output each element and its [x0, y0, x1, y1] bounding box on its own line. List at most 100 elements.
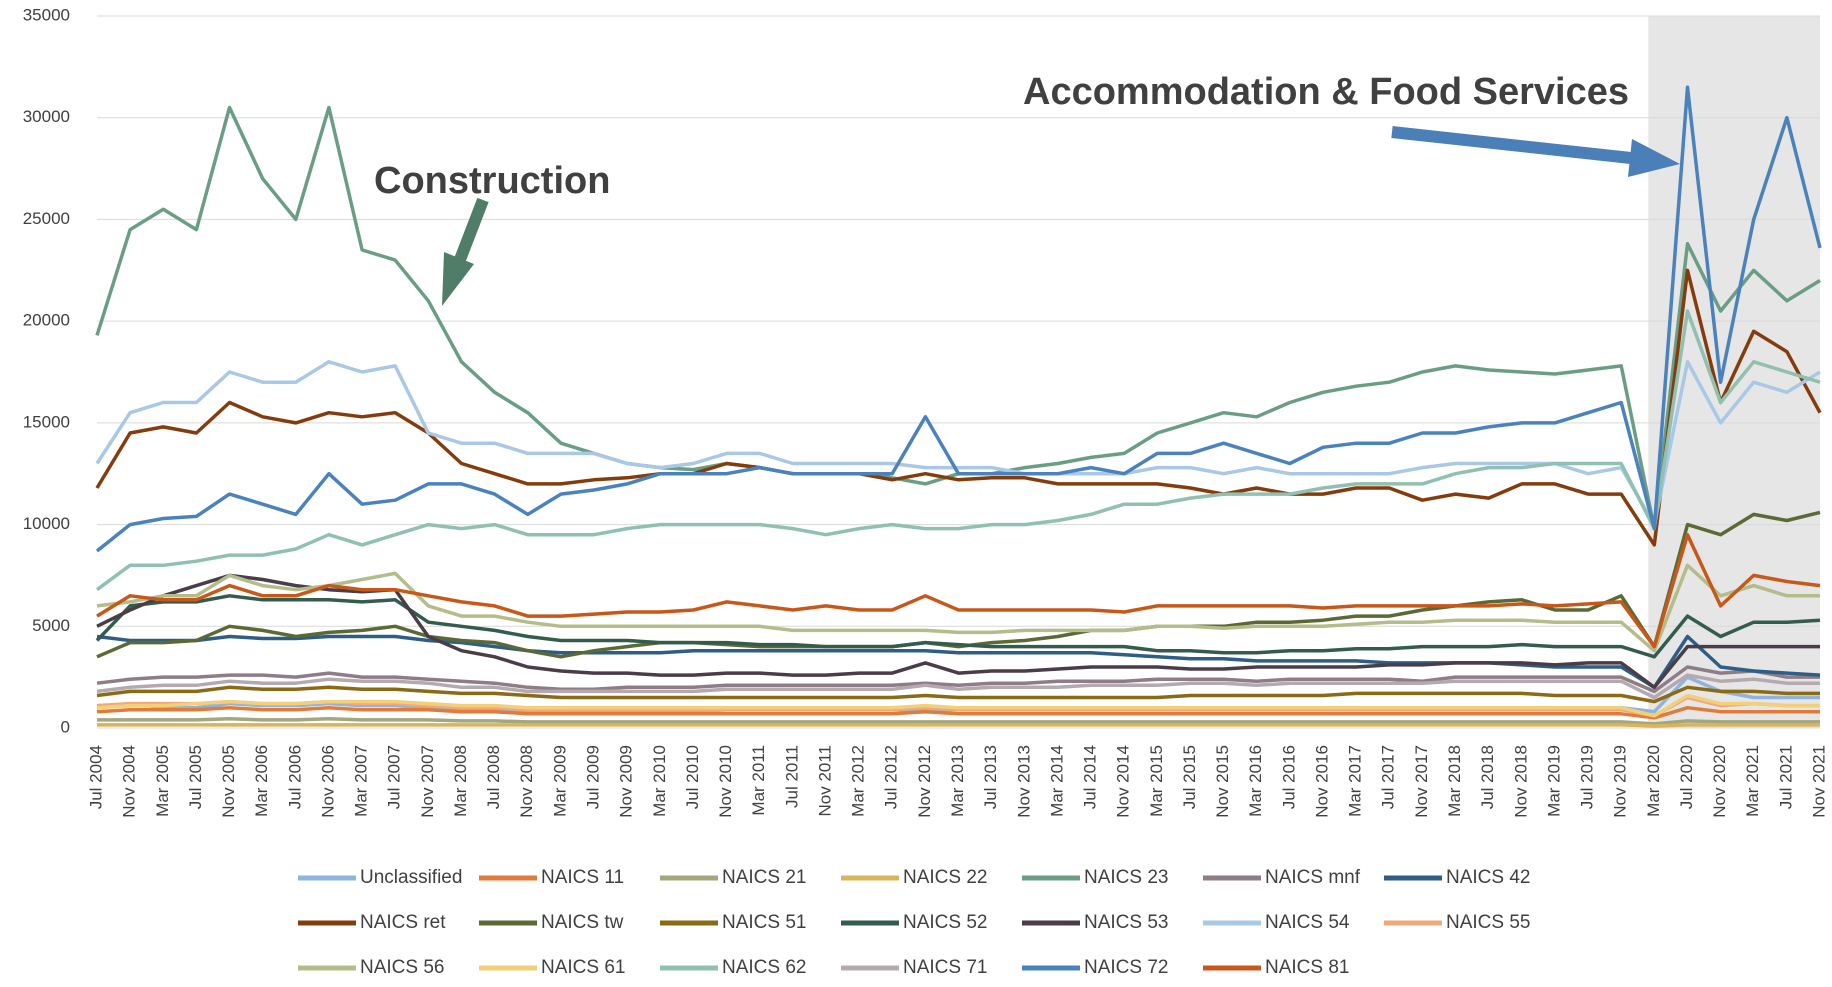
- x-tick-label: Jul 2010: [683, 745, 702, 809]
- x-tick-label: Jul 2011: [782, 745, 801, 808]
- x-tick-label: Mar 2019: [1544, 745, 1563, 817]
- series-line: [95, 85, 1822, 553]
- x-tick-label: Jul 2006: [285, 745, 304, 809]
- x-tick-label: Jul 2020: [1677, 745, 1696, 809]
- legend-label: NAICS 61: [541, 957, 625, 978]
- series-line: [96, 563, 1820, 653]
- series-line: [96, 693, 1820, 718]
- legend-label: NAICS 21: [722, 867, 806, 888]
- y-tick-label: 35000: [23, 5, 70, 24]
- y-tick-label: 20000: [23, 311, 70, 330]
- x-tick-label: Jul 2004: [86, 745, 105, 809]
- x-tick-label: Jul 2005: [186, 745, 205, 809]
- accommodation-arrow: [1391, 126, 1680, 177]
- x-tick-label: Jul 2015: [1180, 745, 1199, 809]
- legend-label: NAICS 53: [1084, 912, 1168, 933]
- y-tick-label: 0: [61, 717, 70, 736]
- x-tick-label: Mar 2021: [1743, 745, 1762, 817]
- x-tick-label: Jul 2009: [584, 745, 603, 809]
- arrow-head: [1628, 139, 1680, 177]
- x-tick-label: Nov 2011: [815, 745, 834, 817]
- x-tick-label: Nov 2006: [318, 745, 337, 818]
- x-tick-label: Mar 2006: [252, 745, 271, 817]
- legend-label: NAICS 55: [1446, 912, 1530, 933]
- arrow-head: [442, 252, 474, 306]
- x-tick-label: Nov 2012: [915, 745, 934, 818]
- arrow-shaft: [450, 197, 489, 273]
- y-tick-label: 25000: [23, 209, 70, 228]
- x-tick-label: Mar 2020: [1644, 745, 1663, 817]
- x-tick-label: Mar 2017: [1346, 745, 1365, 817]
- legend: Unclassified NAICS 11 NAICS 21 NAICS 22 NAIC…: [298, 867, 1530, 978]
- legend-label: NAICS 81: [1265, 957, 1349, 978]
- annotation: Accommodation & Food Services: [1023, 71, 1629, 113]
- x-tick-label: Nov 2005: [219, 745, 238, 818]
- x-tick-label: Mar 2008: [451, 745, 470, 817]
- legend-label: NAICS 72: [1084, 957, 1168, 978]
- legend-label: Unclassified: [360, 867, 462, 888]
- legend-label: NAICS 54: [1265, 912, 1350, 933]
- x-tick-label: Jul 2019: [1578, 745, 1597, 809]
- series-line: [96, 685, 1820, 704]
- legend-label: NAICS 71: [903, 957, 987, 978]
- series-line: [97, 723, 1820, 728]
- series-line: [96, 532, 1821, 649]
- series-line: [96, 695, 1820, 718]
- x-tick-label: Mar 2007: [352, 745, 371, 817]
- legend-label: NAICS tw: [541, 912, 624, 933]
- legend-label: NAICS 51: [722, 912, 806, 933]
- x-tick-label: Jul 2016: [1279, 745, 1298, 809]
- series-line: [96, 665, 1820, 694]
- arrow-shaft: [1391, 126, 1641, 165]
- construction-arrow: [442, 197, 489, 306]
- x-tick-label: Nov 2004: [120, 745, 139, 818]
- legend-label: NAICS 23: [1084, 867, 1168, 888]
- lines-layer: [95, 85, 1822, 728]
- legend-label: NAICS 52: [903, 912, 987, 933]
- x-tick-label: Jul 2007: [385, 745, 404, 809]
- x-tick-label: Nov 2017: [1412, 745, 1431, 818]
- series-line: [95, 360, 1821, 527]
- annotation: Construction: [374, 160, 610, 202]
- y-tick-label: 30000: [23, 107, 70, 126]
- x-tick-label: Mar 2010: [650, 745, 669, 817]
- legend-label: NAICS 42: [1446, 867, 1530, 888]
- x-tick-label: Nov 2015: [1213, 745, 1232, 818]
- x-tick-label: Mar 2013: [948, 745, 967, 817]
- legend-label: NAICS 56: [360, 957, 444, 978]
- y-tick-label: 5000: [32, 616, 70, 635]
- x-tick-label: Nov 2016: [1312, 745, 1331, 818]
- legend-label: NAICS mnf: [1265, 867, 1361, 888]
- series-line: [95, 309, 1821, 592]
- x-tick-label: Nov 2020: [1710, 745, 1729, 818]
- legend-label: NAICS 22: [903, 867, 987, 888]
- x-tick-label: Nov 2014: [1114, 745, 1133, 818]
- series-line: [95, 594, 1821, 659]
- x-tick-label: Nov 2019: [1611, 745, 1630, 818]
- x-tick-label: Jul 2008: [484, 745, 503, 809]
- x-tick-label: Nov 2013: [1014, 745, 1033, 818]
- legend-label: NAICS 62: [722, 957, 806, 978]
- series-line: [95, 268, 1822, 547]
- x-tick-label: Jul 2013: [981, 745, 1000, 809]
- x-tick-label: Mar 2018: [1445, 745, 1464, 817]
- x-tick-label: Nov 2008: [517, 745, 536, 818]
- x-tick-label: Mar 2009: [550, 745, 569, 817]
- legend-label: NAICS ret: [360, 912, 446, 933]
- x-tick-label: Jul 2014: [1081, 745, 1100, 809]
- x-tick-label: Mar 2014: [1047, 745, 1066, 817]
- series-line: [96, 673, 1820, 700]
- x-tick-label: Mar 2015: [1147, 745, 1166, 817]
- x-tick-label: Nov 2018: [1511, 745, 1530, 818]
- series-line: [97, 717, 1820, 726]
- y-tick-label: 10000: [23, 514, 70, 533]
- x-tick-label: Nov 2009: [617, 745, 636, 818]
- x-tick-label: Mar 2012: [849, 745, 868, 817]
- x-tick-label: Nov 2021: [1809, 745, 1828, 818]
- series-line: [96, 634, 1821, 690]
- x-tick-label: Jul 2021: [1776, 745, 1795, 809]
- legend-label: NAICS 11: [541, 867, 624, 888]
- x-tick-label: Mar 2005: [153, 745, 172, 817]
